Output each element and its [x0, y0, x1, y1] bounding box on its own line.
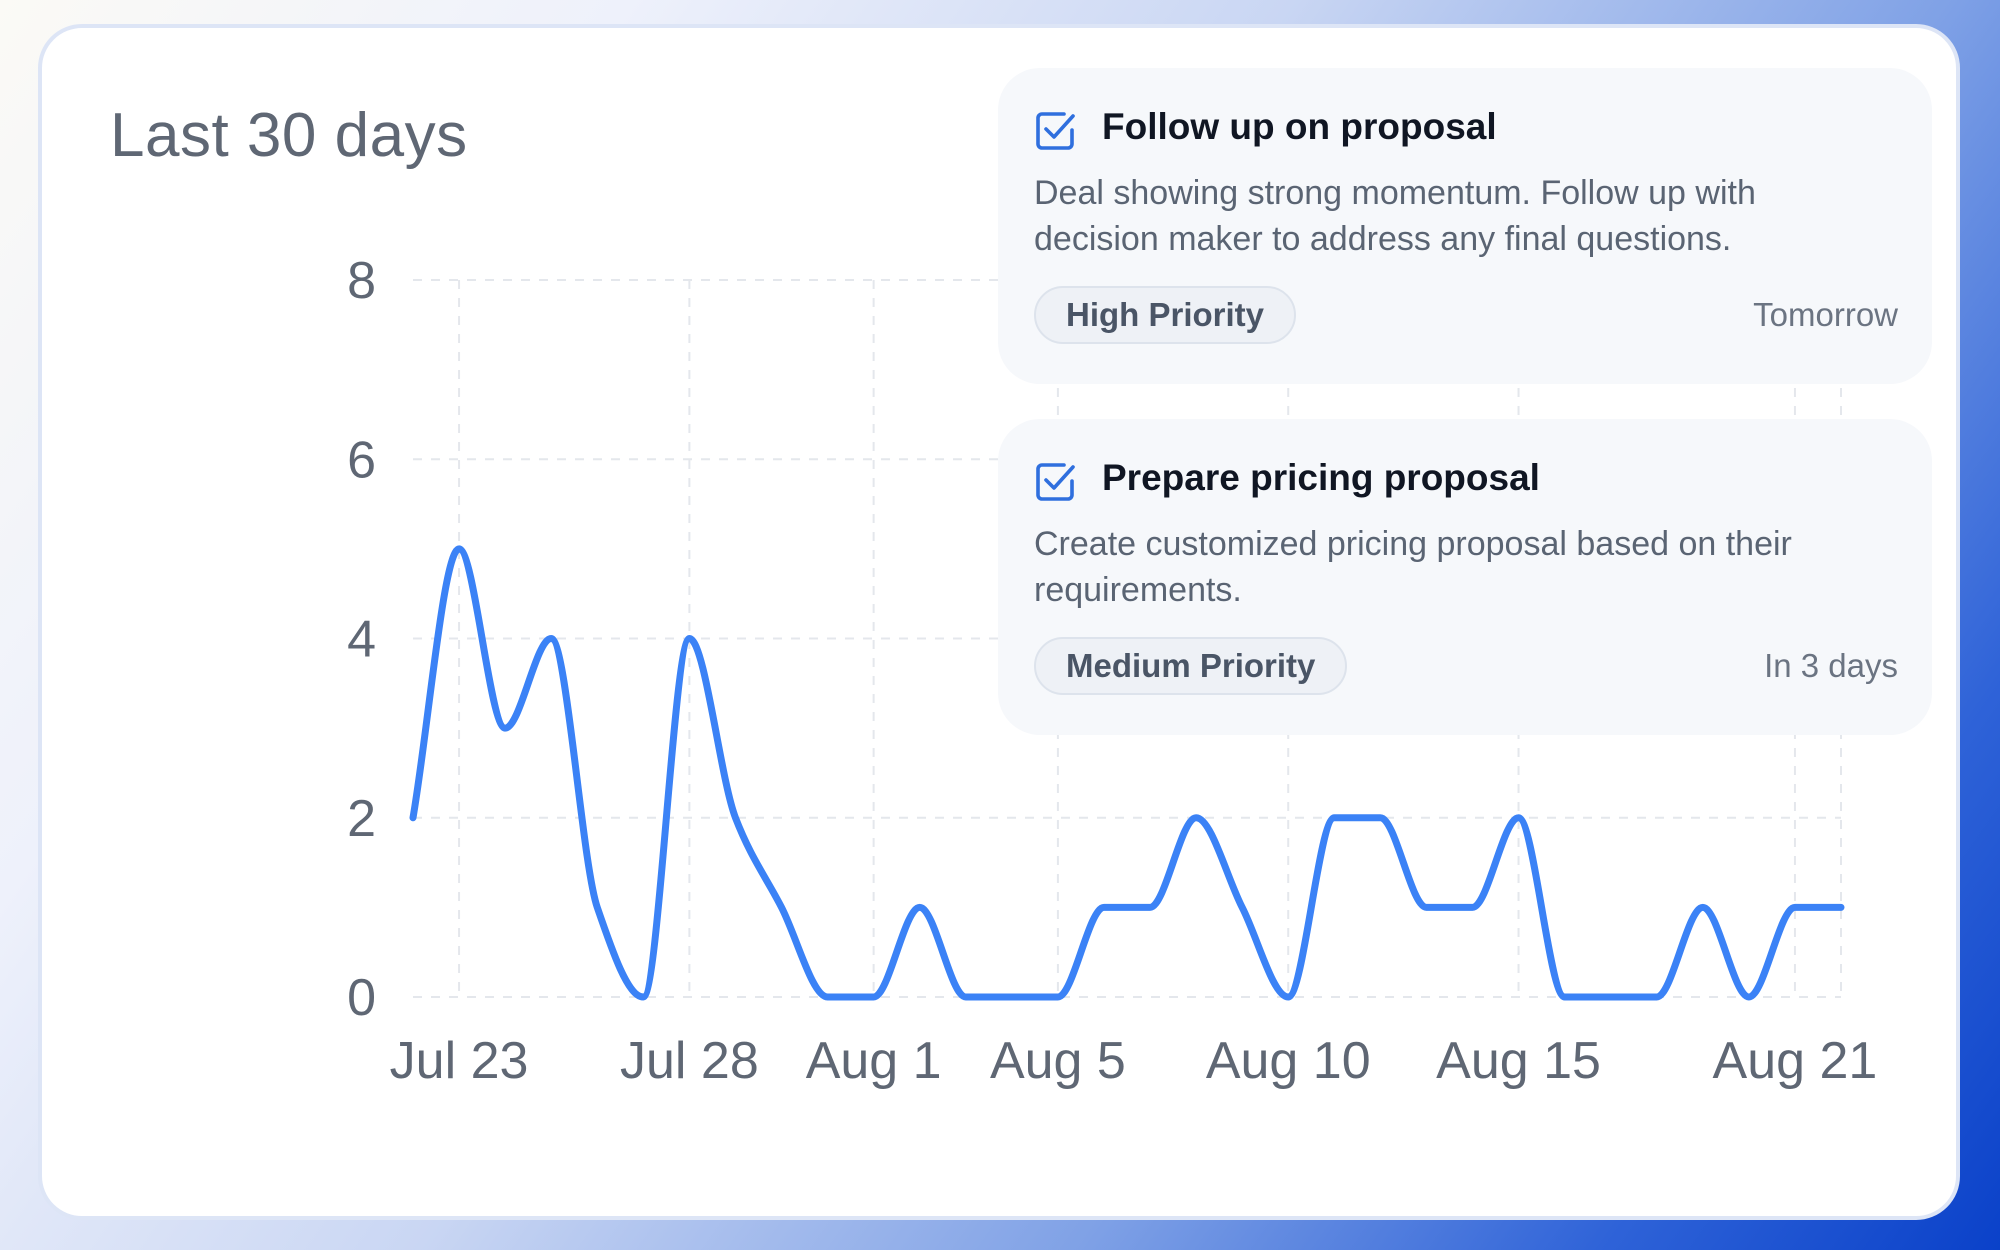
- task-description: Create customized pricing proposal based…: [1034, 525, 1792, 609]
- analytics-card: Last 30 days 0 2 4 6 8 Jul 23 Jul 28 Aug 1 Aug …: [38, 24, 1960, 1220]
- x-tick-label: Jul 28: [620, 1032, 759, 1090]
- chart-title: Last 30 days: [110, 101, 468, 170]
- checkbox-checked-icon[interactable]: [1034, 110, 1076, 152]
- y-tick-label: 8: [347, 252, 376, 310]
- due-date: In 3 days: [1764, 647, 1898, 684]
- series-line: [409, 545, 1845, 1001]
- activity-line-chart: 0 2 4 6 8 Jul 23 Jul 28 Aug 1 Aug 5 Aug 10 Aug 15…: [347, 252, 1878, 1090]
- task-description: Deal showing strong momentum. Follow up …: [1034, 174, 1756, 258]
- due-date: Tomorrow: [1753, 296, 1898, 333]
- task-card-follow-up[interactable]: Follow up on proposal Deal showing stron…: [998, 68, 1932, 384]
- y-tick-label: 6: [347, 431, 376, 489]
- priority-badge: Medium Priority: [1034, 637, 1348, 695]
- y-tick-label: 4: [347, 611, 376, 669]
- checkbox-checked-icon[interactable]: [1034, 461, 1076, 503]
- x-axis: Jul 23 Jul 28 Aug 1 Aug 5 Aug 10 Aug 15 Aug 21: [390, 1032, 1878, 1090]
- y-tick-label: 2: [347, 790, 376, 848]
- x-tick-label: Jul 23: [390, 1032, 529, 1090]
- x-tick-label: Aug 10: [1206, 1032, 1371, 1090]
- priority-badge: High Priority: [1034, 286, 1297, 344]
- task-title: Follow up on proposal: [1102, 106, 1497, 147]
- x-tick-label: Aug 15: [1436, 1032, 1601, 1090]
- task-title: Prepare pricing proposal: [1102, 457, 1540, 498]
- task-card-pricing[interactable]: Prepare pricing proposal Create customiz…: [998, 419, 1932, 735]
- chart-series: [409, 545, 1845, 1001]
- x-tick-label: Aug 21: [1713, 1032, 1878, 1090]
- y-axis: 0 2 4 6 8: [347, 252, 376, 1027]
- x-tick-label: Aug 5: [990, 1032, 1126, 1090]
- x-tick-label: Aug 1: [806, 1032, 942, 1090]
- y-tick-label: 0: [347, 969, 376, 1027]
